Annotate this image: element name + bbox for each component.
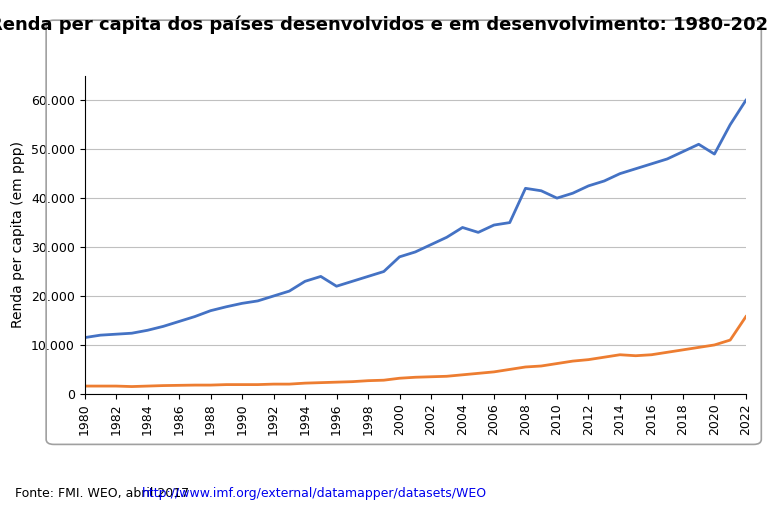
Economias em desenvolvimento <box>694 344 704 350</box>
Economias desenvolvidas <box>285 288 294 294</box>
Economias desenvolvidas <box>552 195 561 201</box>
Economias em desenvolvimento <box>426 374 435 380</box>
Economias desenvolvidas <box>395 254 404 260</box>
Economias desenvolvidas <box>316 273 325 279</box>
Economias desenvolvidas <box>332 283 341 289</box>
Economias desenvolvidas <box>726 122 735 128</box>
Economias em desenvolvimento <box>537 363 546 369</box>
Economias em desenvolvimento <box>158 383 168 389</box>
Economias em desenvolvimento <box>348 379 357 385</box>
Economias em desenvolvimento <box>143 383 152 389</box>
Economias em desenvolvimento <box>253 382 262 388</box>
Economias em desenvolvimento <box>647 351 656 358</box>
Economias em desenvolvimento <box>726 337 735 343</box>
Economias em desenvolvimento <box>127 383 136 389</box>
Economias desenvolvidas <box>301 278 310 284</box>
Economias em desenvolvimento <box>741 314 751 320</box>
Economias desenvolvidas <box>694 141 704 147</box>
Economias em desenvolvimento <box>95 383 105 389</box>
Economias desenvolvidas <box>505 220 514 226</box>
Economias em desenvolvimento <box>175 382 184 388</box>
Economias desenvolvidas <box>364 273 373 279</box>
Economias em desenvolvimento <box>316 380 325 386</box>
Economias em desenvolvimento <box>600 354 609 360</box>
Economias desenvolvidas <box>253 298 262 304</box>
Economias em desenvolvimento <box>332 379 341 385</box>
Economias em desenvolvimento <box>584 357 593 363</box>
Economias desenvolvidas <box>158 323 168 329</box>
Text: Renda per capita dos países desenvolvidos e em desenvolvimento: 1980-2022: Renda per capita dos países desenvolvido… <box>0 15 769 34</box>
Economias desenvolvidas <box>537 188 546 194</box>
Economias desenvolvidas <box>426 241 435 247</box>
Economias em desenvolvimento <box>568 358 578 364</box>
Y-axis label: Renda per capita (em ppp): Renda per capita (em ppp) <box>12 141 25 328</box>
Economias em desenvolvimento <box>80 383 89 389</box>
Economias desenvolvidas <box>238 300 247 307</box>
Economias desenvolvidas <box>95 332 105 338</box>
Economias em desenvolvimento <box>710 342 719 348</box>
Economias em desenvolvimento <box>112 383 121 389</box>
Economias em desenvolvimento <box>458 372 467 378</box>
Economias em desenvolvimento <box>631 352 641 359</box>
Economias desenvolvidas <box>442 234 451 240</box>
Economias em desenvolvimento <box>552 361 561 367</box>
Text: http://www.imf.org/external/datamapper/datasets/WEO: http://www.imf.org/external/datamapper/d… <box>142 487 488 500</box>
Economias em desenvolvimento <box>285 381 294 387</box>
Economias desenvolvidas <box>348 278 357 284</box>
Economias desenvolvidas <box>143 327 152 333</box>
Economias desenvolvidas <box>663 156 672 162</box>
Economias em desenvolvimento <box>206 382 215 388</box>
Economias desenvolvidas <box>521 185 530 191</box>
Economias desenvolvidas <box>127 330 136 336</box>
Economias em desenvolvimento <box>238 382 247 388</box>
Economias desenvolvidas <box>269 293 278 299</box>
Economias desenvolvidas <box>584 183 593 189</box>
Line: Economias em desenvolvimento: Economias em desenvolvimento <box>85 317 746 386</box>
Economias desenvolvidas <box>458 224 467 230</box>
Economias desenvolvidas <box>80 335 89 341</box>
Economias desenvolvidas <box>741 97 751 103</box>
Economias desenvolvidas <box>615 171 624 177</box>
Economias desenvolvidas <box>647 161 656 167</box>
Economias em desenvolvimento <box>442 373 451 379</box>
Economias em desenvolvimento <box>474 370 483 376</box>
Economias desenvolvidas <box>474 229 483 235</box>
Economias desenvolvidas <box>600 178 609 184</box>
Economias desenvolvidas <box>678 148 687 155</box>
Economias em desenvolvimento <box>364 378 373 384</box>
Economias em desenvolvimento <box>411 374 420 380</box>
Economias desenvolvidas <box>221 304 231 310</box>
Economias desenvolvidas <box>190 314 199 320</box>
Economias em desenvolvimento <box>221 382 231 388</box>
Economias desenvolvidas <box>206 308 215 314</box>
Legend: Economias desenvolvidas, Economias em desenvolvimento: Economias desenvolvidas, Economias em de… <box>148 502 683 505</box>
Economias em desenvolvimento <box>663 349 672 356</box>
Economias desenvolvidas <box>710 151 719 157</box>
Economias desenvolvidas <box>379 269 388 275</box>
Economias em desenvolvimento <box>678 347 687 353</box>
Economias em desenvolvimento <box>615 351 624 358</box>
Economias desenvolvidas <box>411 249 420 255</box>
Economias em desenvolvimento <box>190 382 199 388</box>
Economias em desenvolvimento <box>301 380 310 386</box>
Economias desenvolvidas <box>631 166 641 172</box>
Text: Fonte: FMI. WEO, abril 2017: Fonte: FMI. WEO, abril 2017 <box>15 487 194 500</box>
Economias em desenvolvimento <box>395 375 404 381</box>
Economias em desenvolvimento <box>521 364 530 370</box>
Economias desenvolvidas <box>112 331 121 337</box>
Economias desenvolvidas <box>489 222 498 228</box>
Economias em desenvolvimento <box>379 377 388 383</box>
Economias desenvolvidas <box>175 319 184 325</box>
Economias em desenvolvimento <box>489 369 498 375</box>
Line: Economias desenvolvidas: Economias desenvolvidas <box>85 100 746 338</box>
Economias em desenvolvimento <box>269 381 278 387</box>
Economias desenvolvidas <box>568 190 578 196</box>
Economias em desenvolvimento <box>505 367 514 373</box>
